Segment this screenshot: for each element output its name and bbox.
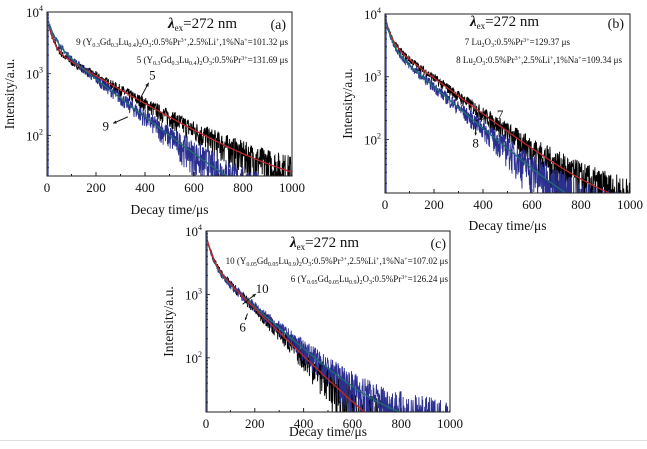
series-8-fit (385, 18, 567, 193)
arrowhead (488, 115, 493, 120)
arrowhead (474, 132, 477, 136)
legend-entry-5: 5 (Y0.3Gd0.3Lu0.4)2O3:0.5%Pr3+=131.69 μs (137, 55, 289, 67)
x-tick-label: 600 (343, 416, 363, 431)
series-group (385, 14, 630, 193)
y-tick-label: 104 (364, 6, 381, 22)
legend-entry-6: 6 (Y0.05Gd0.05Lu0.9)2O3:0.5%Pr3+=126.24 … (291, 274, 449, 286)
x-tick-label: 200 (245, 416, 265, 431)
x-tick-label: 800 (391, 416, 411, 431)
legend-entry-8: 8 Lu2O3:0.5%Pr3+,2.5%Li+,1%Na+=109.34 μs (456, 55, 622, 67)
excitation-wavelength: λex=272 nm (289, 235, 359, 252)
series-7-fit (385, 17, 612, 193)
y-tick-label: 104 (26, 4, 43, 20)
arrowhead (145, 82, 149, 87)
x-tick-label: 1000 (279, 180, 305, 195)
arrowhead (244, 317, 248, 320)
legend-entry-7: 7 Lu2O3:0.5%Pr3+=129.37 μs (465, 37, 571, 49)
y-tick-label: 103 (185, 286, 202, 302)
x-tick-label: 400 (294, 416, 314, 431)
y-tick-label: 102 (26, 127, 43, 143)
excitation-wavelength: λex=272 nm (469, 14, 539, 31)
x-tick-label: 0 (382, 197, 389, 212)
x-axis-label: Decay time/μs (289, 424, 367, 439)
panel-b: 0 200 400 600 800 1000 102 103 104 Decay time/μs I… (340, 6, 643, 233)
x-tick-label: 400 (135, 180, 155, 195)
y-tick-label: 103 (26, 66, 43, 82)
x-tick-label: 600 (184, 180, 204, 195)
y-axis-label: Intensity/a.u. (340, 68, 355, 139)
x-tick-label: 1000 (617, 197, 643, 212)
x-axis-label: Decay time/μs (130, 202, 208, 217)
x-tick-label: 200 (424, 197, 444, 212)
series-9-data (47, 18, 259, 176)
y-tick-label: 104 (185, 223, 202, 239)
arrowhead (113, 120, 117, 124)
arrowhead (252, 293, 256, 298)
panel-a: 0 200 400 600 800 1000 102 103 104 Decay time/μs I… (2, 4, 305, 217)
curve-label-6: 6 (239, 320, 246, 335)
x-tick-label: 400 (473, 197, 493, 212)
curve-label-10: 10 (256, 281, 269, 296)
curve-label-7: 7 (497, 107, 504, 122)
x-tick-label: 0 (44, 180, 51, 195)
legend-entry-9: 9 (Y0.3Gd0.3Lu0.4)2O3:0.5%Pr3+,2.5%Li+,1… (76, 37, 288, 49)
curve-label-9: 9 (103, 119, 110, 134)
y-axis-label: Intensity/a.u. (2, 59, 17, 130)
x-tick-label: 200 (86, 180, 106, 195)
x-tick-label: 800 (233, 180, 253, 195)
series-9-fit (47, 18, 229, 176)
curve-label-5: 5 (149, 68, 156, 83)
curve-label-arrow (137, 82, 150, 104)
bottom-divider (0, 440, 647, 441)
series-group (47, 12, 292, 176)
curve-label-8: 8 (472, 135, 479, 150)
y-tick-label: 102 (364, 131, 381, 147)
x-tick-label: 0 (203, 416, 210, 431)
panel-label: (a) (270, 18, 286, 33)
excitation-wavelength: λex=272 nm (167, 16, 237, 33)
y-tick-label: 102 (185, 350, 202, 366)
x-axis-label: Decay time/μs (468, 218, 546, 233)
panel-c: 0 200 400 600 800 1000 102 103 104 Decay time/μs I… (161, 223, 463, 439)
y-tick-label: 103 (364, 69, 381, 85)
panel-label: (b) (608, 17, 625, 32)
panel-label: (c) (430, 237, 446, 252)
x-tick-label: 1000 (437, 416, 463, 431)
y-axis-label: Intensity/a.u. (161, 286, 176, 357)
legend-entry-10: 10 (Y0.05Gd0.05Lu0.9)2O3:0.5%Pr3+,2.5%Li… (226, 256, 449, 268)
x-tick-label: 600 (522, 197, 542, 212)
series-5-fit (47, 18, 292, 173)
x-tick-label: 800 (571, 197, 591, 212)
